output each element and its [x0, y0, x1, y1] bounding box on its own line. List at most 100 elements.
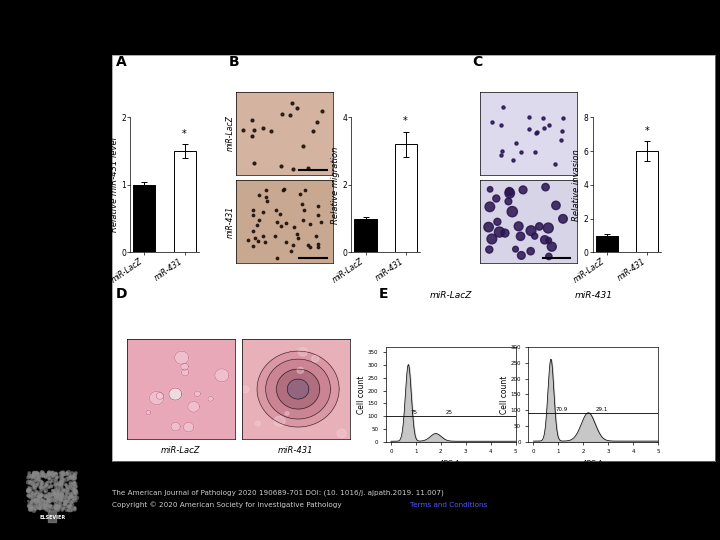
Point [297, 199, 308, 208]
Point [529, 232, 541, 240]
Point [23, 487, 35, 495]
Bar [395, 145, 417, 253]
Point [510, 245, 521, 253]
Point [55, 483, 66, 492]
Point [499, 229, 510, 238]
Point [70, 491, 81, 500]
Point [27, 499, 38, 508]
Point [32, 477, 43, 485]
Point [61, 469, 73, 478]
Point [25, 479, 37, 488]
Point [54, 481, 66, 489]
Point [68, 496, 79, 504]
Point [238, 125, 249, 134]
Text: D: D [116, 287, 127, 301]
Point [32, 497, 43, 506]
Point [68, 494, 80, 502]
Point [30, 469, 42, 478]
Point [246, 116, 258, 124]
Point [63, 494, 75, 503]
Point [27, 474, 38, 482]
Point [31, 504, 42, 512]
Point [60, 487, 72, 496]
Y-axis label: Relative invasion: Relative invasion [572, 149, 581, 221]
Point [24, 485, 35, 494]
Point [35, 482, 47, 490]
Point [24, 477, 35, 486]
Point [55, 469, 66, 477]
Point [312, 240, 324, 248]
Point [34, 472, 45, 481]
Point [56, 494, 68, 502]
Point [271, 206, 282, 214]
Point [36, 491, 48, 500]
Point [27, 480, 38, 488]
Point [508, 156, 519, 164]
Point [31, 481, 42, 490]
Point [56, 483, 68, 491]
Point [69, 504, 81, 512]
Point [45, 494, 56, 502]
Point [550, 201, 562, 210]
Point [55, 490, 67, 499]
Point [37, 504, 49, 512]
Point [292, 234, 304, 242]
Point [61, 470, 73, 478]
Point [287, 165, 299, 173]
Polygon shape [175, 351, 189, 364]
Text: C: C [472, 55, 482, 69]
Point [246, 131, 258, 140]
Point [54, 480, 66, 489]
Point [63, 486, 74, 495]
Point [63, 497, 74, 505]
Y-axis label: miR-LacZ: miR-LacZ [226, 116, 235, 151]
Point [25, 484, 37, 493]
Point [42, 498, 53, 507]
Y-axis label: Relative miR-431 level: Relative miR-431 level [109, 138, 119, 233]
Point [50, 481, 61, 489]
Point [58, 504, 69, 512]
Point [42, 495, 54, 504]
Point [485, 185, 496, 194]
Point [38, 503, 50, 512]
Point [50, 502, 62, 510]
Point [52, 487, 63, 495]
Point [45, 482, 57, 490]
Point [56, 478, 68, 487]
Point [252, 237, 264, 245]
Point [65, 483, 76, 491]
Polygon shape [241, 386, 249, 393]
Polygon shape [297, 367, 304, 373]
Point [35, 497, 46, 506]
Point [516, 251, 527, 260]
Point [37, 500, 49, 508]
Point [70, 480, 81, 488]
Point [69, 487, 81, 496]
Point [22, 497, 34, 505]
Point [48, 491, 59, 500]
Point [36, 485, 48, 494]
Point [31, 487, 42, 496]
Point [307, 127, 319, 136]
Y-axis label: Cell count: Cell count [500, 375, 509, 414]
Point [61, 468, 73, 477]
Point [39, 500, 50, 509]
Point [48, 469, 59, 477]
Point [25, 498, 37, 507]
Point [68, 497, 79, 505]
Point [24, 469, 35, 477]
Point [59, 493, 71, 502]
Point [40, 497, 51, 505]
Bar [354, 219, 377, 253]
Point [279, 185, 290, 193]
Point [515, 232, 526, 241]
Point [50, 478, 62, 487]
Point [40, 471, 51, 480]
Point [43, 470, 55, 479]
Point [50, 502, 62, 510]
Point [54, 492, 66, 501]
Point [53, 502, 65, 511]
Point [43, 475, 55, 483]
Point [253, 191, 265, 200]
Point [42, 490, 54, 498]
